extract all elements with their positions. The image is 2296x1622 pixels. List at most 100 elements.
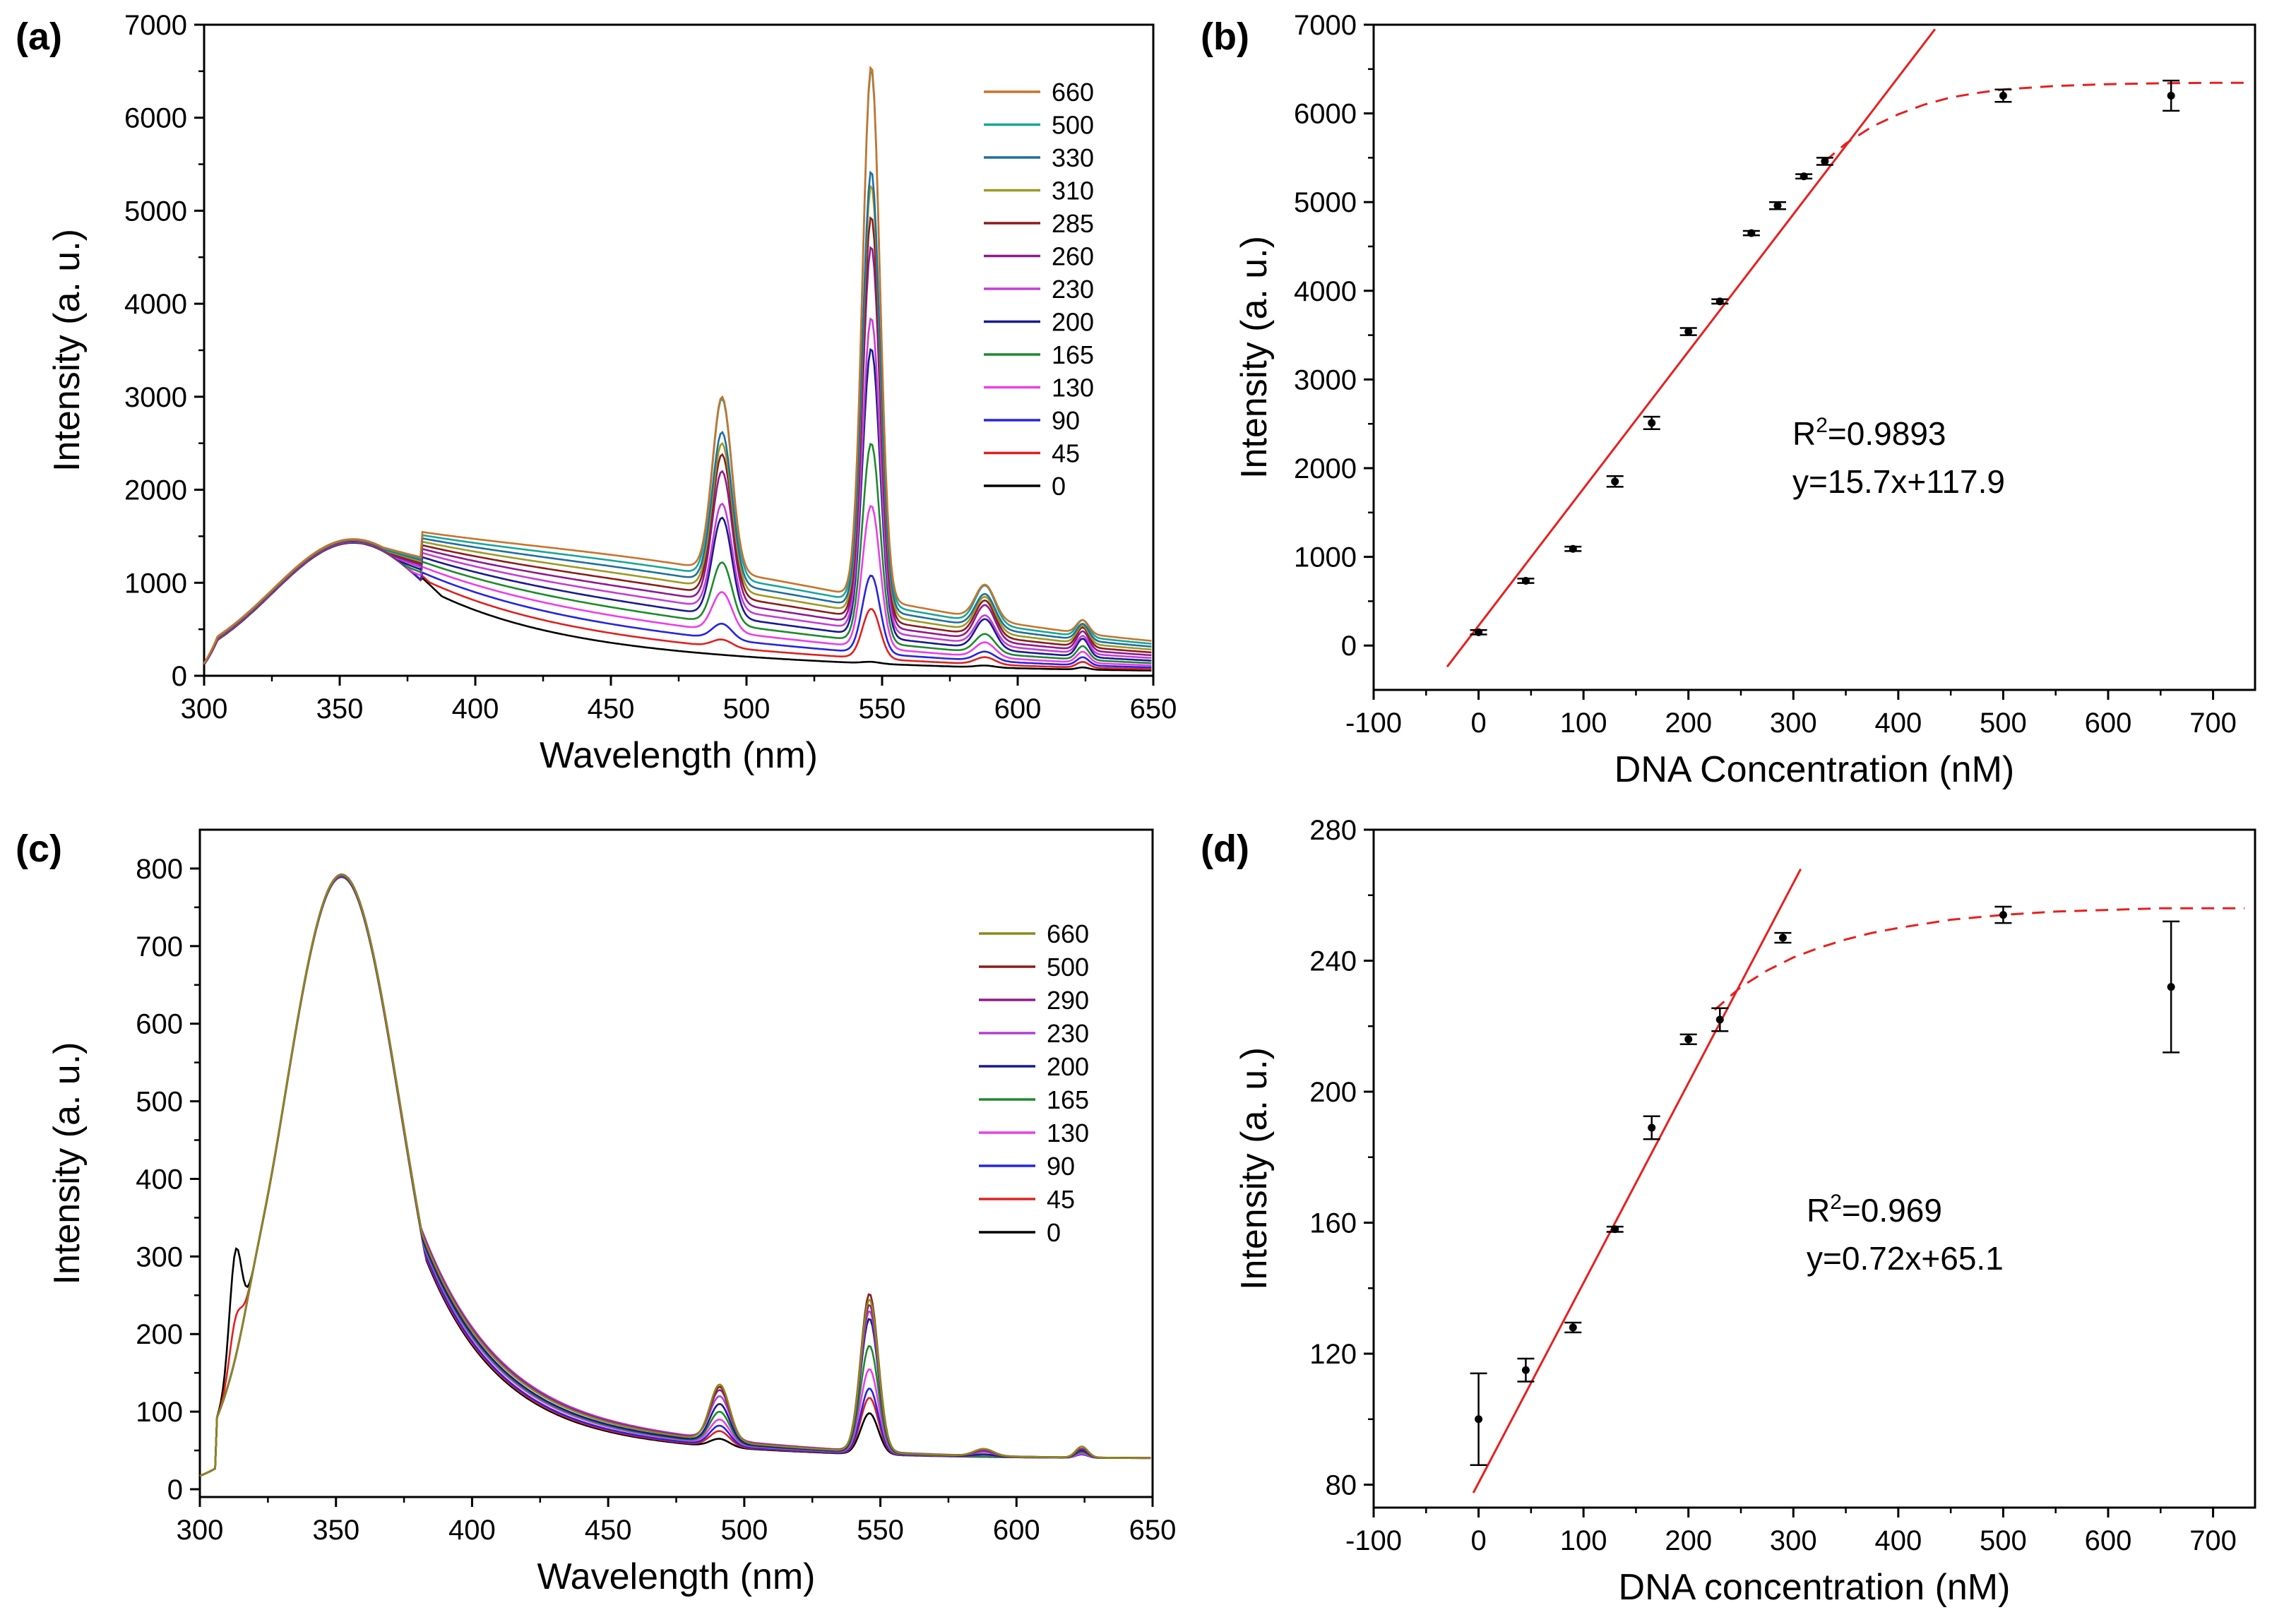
x-axis-title: DNA Concentration (nM) bbox=[1614, 749, 2014, 790]
panel-c: (c)300 350 400 450 500 550 600 6500100200300400… bbox=[16, 828, 1176, 1597]
y-tick-label: 3000 bbox=[1294, 364, 1357, 395]
legend-label-90: 90 bbox=[1052, 406, 1080, 435]
legend-label-0: 0 bbox=[1047, 1218, 1061, 1247]
legend-label-130: 130 bbox=[1047, 1119, 1089, 1147]
plot-frame bbox=[1372, 828, 2256, 1509]
data-point bbox=[1715, 1015, 1724, 1024]
y-axis-title: Intensity (a. u.) bbox=[1234, 1047, 1275, 1290]
linear-fit-line bbox=[1472, 868, 1802, 1493]
x-tick-label: 600 bbox=[993, 1515, 1040, 1546]
y-tick-label: 500 bbox=[136, 1087, 183, 1118]
y-tick-label: 240 bbox=[1309, 946, 1357, 977]
x-tick-label: 400 bbox=[448, 1515, 496, 1546]
x-tick-label: 350 bbox=[316, 693, 364, 724]
legend-label-500: 500 bbox=[1052, 111, 1094, 140]
panel-letter: (c) bbox=[16, 828, 62, 870]
y-axis-title: Intensity (a. u.) bbox=[47, 229, 88, 472]
y-tick-label: 200 bbox=[136, 1319, 183, 1350]
series-line-230 bbox=[199, 873, 1151, 1477]
legend-label-165: 165 bbox=[1052, 340, 1094, 369]
series-line-500 bbox=[203, 69, 1152, 664]
data-point bbox=[1611, 477, 1619, 486]
series-line-330 bbox=[203, 170, 1152, 664]
series-line-660 bbox=[199, 873, 1151, 1477]
legend-label-45: 45 bbox=[1052, 439, 1080, 468]
y-tick-label: 6000 bbox=[1294, 99, 1357, 130]
series-line-0 bbox=[203, 542, 1152, 672]
x-tick-label: 0 bbox=[1470, 1525, 1486, 1556]
legend-label-310: 310 bbox=[1052, 177, 1094, 205]
y-tick-label: 3000 bbox=[124, 382, 187, 413]
y-tick-label: 6000 bbox=[124, 103, 187, 134]
x-axis-title: Wavelength (nm) bbox=[540, 735, 818, 776]
y-tick-label: 2000 bbox=[1294, 453, 1357, 484]
panel-a: (a)300 350 400 450 500 550 600 6500100020003000… bbox=[16, 10, 1177, 776]
x-tick-label: 400 bbox=[1874, 1525, 1922, 1556]
y-tick-label: 0 bbox=[167, 1474, 183, 1505]
data-point bbox=[1821, 157, 1829, 165]
x-tick-label: 100 bbox=[1560, 1525, 1607, 1556]
y-tick-label: 2000 bbox=[124, 475, 187, 506]
x-tick-label: 550 bbox=[857, 1515, 904, 1546]
y-tick-label: 100 bbox=[136, 1397, 183, 1428]
x-tick-label: 450 bbox=[585, 1515, 632, 1546]
data-point bbox=[1773, 201, 1782, 210]
data-point bbox=[1999, 911, 2007, 919]
x-tick-label: -100 bbox=[1345, 1525, 1402, 1556]
panel-letter: (b) bbox=[1201, 16, 1249, 58]
data-point bbox=[1569, 1323, 1577, 1332]
legend-label-500: 500 bbox=[1047, 953, 1089, 982]
r-squared-annotation: R2=0.969 bbox=[1807, 1191, 1942, 1229]
legend-label-0: 0 bbox=[1052, 472, 1066, 501]
series-line-285 bbox=[203, 216, 1152, 664]
x-tick-label: 100 bbox=[1560, 708, 1607, 739]
data-point bbox=[2167, 983, 2175, 991]
series-line-310 bbox=[203, 184, 1152, 664]
x-tick-label: 200 bbox=[1665, 1525, 1712, 1556]
data-point bbox=[2167, 91, 2175, 100]
panel-b: (b)-100 0 100 200 300 400 500 600 70001000200030… bbox=[1201, 10, 2256, 790]
legend-label-130: 130 bbox=[1052, 374, 1094, 402]
x-tick-label: 550 bbox=[859, 693, 906, 724]
x-tick-label: 500 bbox=[720, 1515, 768, 1546]
r-squared-annotation: R2=0.9893 bbox=[1792, 414, 1946, 452]
y-tick-label: 800 bbox=[136, 854, 183, 885]
plot-frame bbox=[198, 828, 1154, 1498]
legend-label-260: 260 bbox=[1052, 242, 1094, 271]
legend-label-200: 200 bbox=[1047, 1052, 1089, 1081]
legend-label-660: 660 bbox=[1052, 78, 1094, 107]
y-axis-title: Intensity (a. u.) bbox=[1234, 236, 1275, 479]
x-tick-label: 500 bbox=[1980, 708, 2027, 739]
saturation-fit-curve bbox=[1824, 81, 2245, 162]
series-line-260 bbox=[203, 246, 1152, 664]
x-tick-label: -100 bbox=[1345, 708, 1402, 739]
x-tick-label: 300 bbox=[181, 693, 228, 724]
x-axis-title: Wavelength (nm) bbox=[537, 1556, 816, 1597]
x-tick-label: 350 bbox=[312, 1515, 359, 1546]
y-tick-label: 120 bbox=[1309, 1339, 1357, 1370]
saturation-fit-curve bbox=[1713, 907, 2245, 1011]
x-tick-label: 400 bbox=[452, 693, 499, 724]
data-point bbox=[1999, 91, 2007, 100]
y-tick-label: 200 bbox=[1309, 1077, 1357, 1108]
y-tick-label: 280 bbox=[1309, 815, 1357, 846]
legend-label-45: 45 bbox=[1047, 1185, 1075, 1214]
data-point bbox=[1475, 1415, 1483, 1424]
x-tick-label: 300 bbox=[177, 1515, 224, 1546]
x-tick-label: 650 bbox=[1130, 693, 1177, 724]
y-tick-label: 80 bbox=[1326, 1470, 1357, 1501]
x-tick-label: 650 bbox=[1129, 1515, 1177, 1546]
y-tick-label: 300 bbox=[136, 1241, 183, 1272]
y-tick-label: 400 bbox=[136, 1164, 183, 1195]
data-point bbox=[1778, 934, 1787, 942]
data-point bbox=[1715, 297, 1724, 306]
series-line-290 bbox=[199, 873, 1151, 1477]
x-tick-label: 400 bbox=[1874, 708, 1922, 739]
y-tick-label: 5000 bbox=[1294, 187, 1357, 218]
y-axis-title: Intensity (a. u.) bbox=[47, 1042, 88, 1285]
data-point bbox=[1521, 1366, 1530, 1374]
x-tick-label: 450 bbox=[588, 693, 635, 724]
data-point bbox=[1521, 577, 1530, 585]
x-tick-label: 600 bbox=[2085, 708, 2132, 739]
